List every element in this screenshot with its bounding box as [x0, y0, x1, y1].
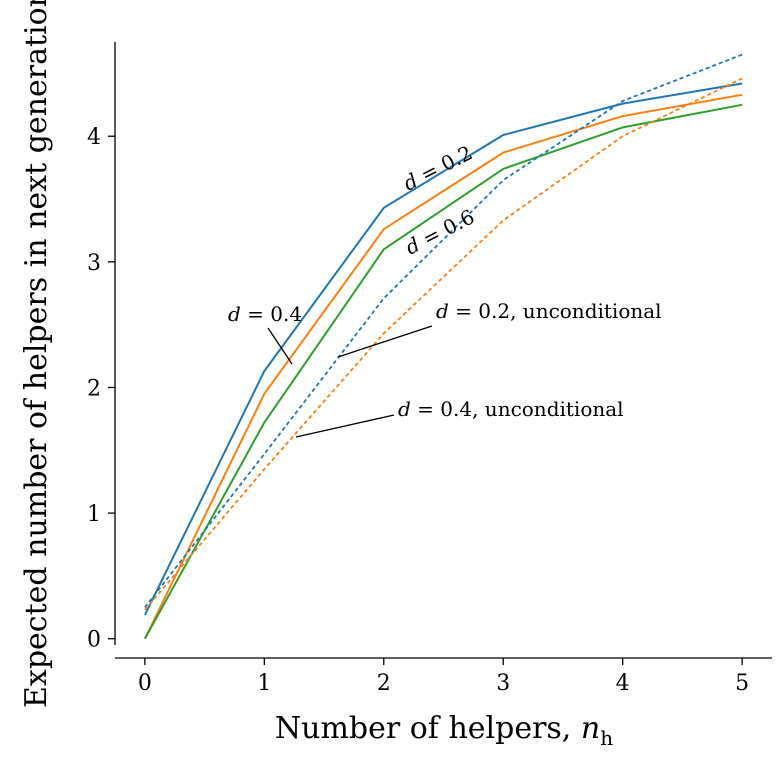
x-axis-title-main: Number of helpers, — [275, 711, 581, 746]
annotation-d04-text: = 0.4 — [241, 302, 302, 326]
x-axis-title: Number of helpers, nh — [275, 711, 613, 750]
series-layer — [144, 53, 743, 640]
series-line-d02 — [144, 82, 743, 616]
x-tick-label: 0 — [138, 671, 152, 696]
annotation-d02: d = 0.2 — [399, 140, 476, 195]
annotation-d02-text: = 0.2 — [411, 140, 476, 189]
annotation-d02u-var: d — [436, 299, 449, 323]
y-tick-label: 4 — [87, 125, 101, 150]
annotation-d04: d = 0.4 — [228, 302, 302, 326]
annotation-d02u-pointer — [337, 325, 433, 358]
annotation-d02u: d = 0.2, unconditional — [436, 299, 662, 323]
annotations-layer: d = 0.2 d = 0.6 d = 0.4 d = 0.2, uncondi… — [228, 140, 662, 438]
annotation-d04-var: d — [228, 302, 241, 326]
y-tick-label: 3 — [87, 251, 101, 276]
x-tick-label: 2 — [377, 671, 391, 696]
annotation-d02u-text: = 0.2, unconditional — [449, 299, 662, 323]
annotation-d04u-text: = 0.4, unconditional — [411, 397, 624, 421]
axes-layer — [114, 42, 772, 659]
series-line-d04 — [144, 93, 743, 640]
annotation-d04-pointer — [267, 327, 293, 365]
annotation-d04u-pointer — [295, 414, 395, 438]
annotation-d06-text: = 0.6 — [413, 204, 478, 253]
x-tick-label: 3 — [496, 671, 510, 696]
series-line-d06 — [144, 103, 743, 640]
x-axis-title-sub: h — [600, 726, 613, 750]
annotation-d04u-var: d — [398, 397, 411, 421]
x-axis-title-var: n — [581, 711, 600, 746]
y-tick-label: 1 — [87, 502, 101, 527]
y-axis-title: Expected number of helpers in next gener… — [19, 0, 54, 708]
series-line-d02u — [144, 53, 743, 608]
x-tick-label: 1 — [257, 671, 271, 696]
annotation-d04u: d = 0.4, unconditional — [398, 397, 624, 421]
x-tick-label: 5 — [735, 671, 749, 696]
ticks-layer: 0 1 2 3 4 5 0 1 2 3 4 — [87, 125, 749, 696]
y-tick-label: 0 — [87, 628, 101, 653]
x-tick-label: 4 — [616, 671, 630, 696]
y-tick-label: 2 — [87, 376, 101, 401]
